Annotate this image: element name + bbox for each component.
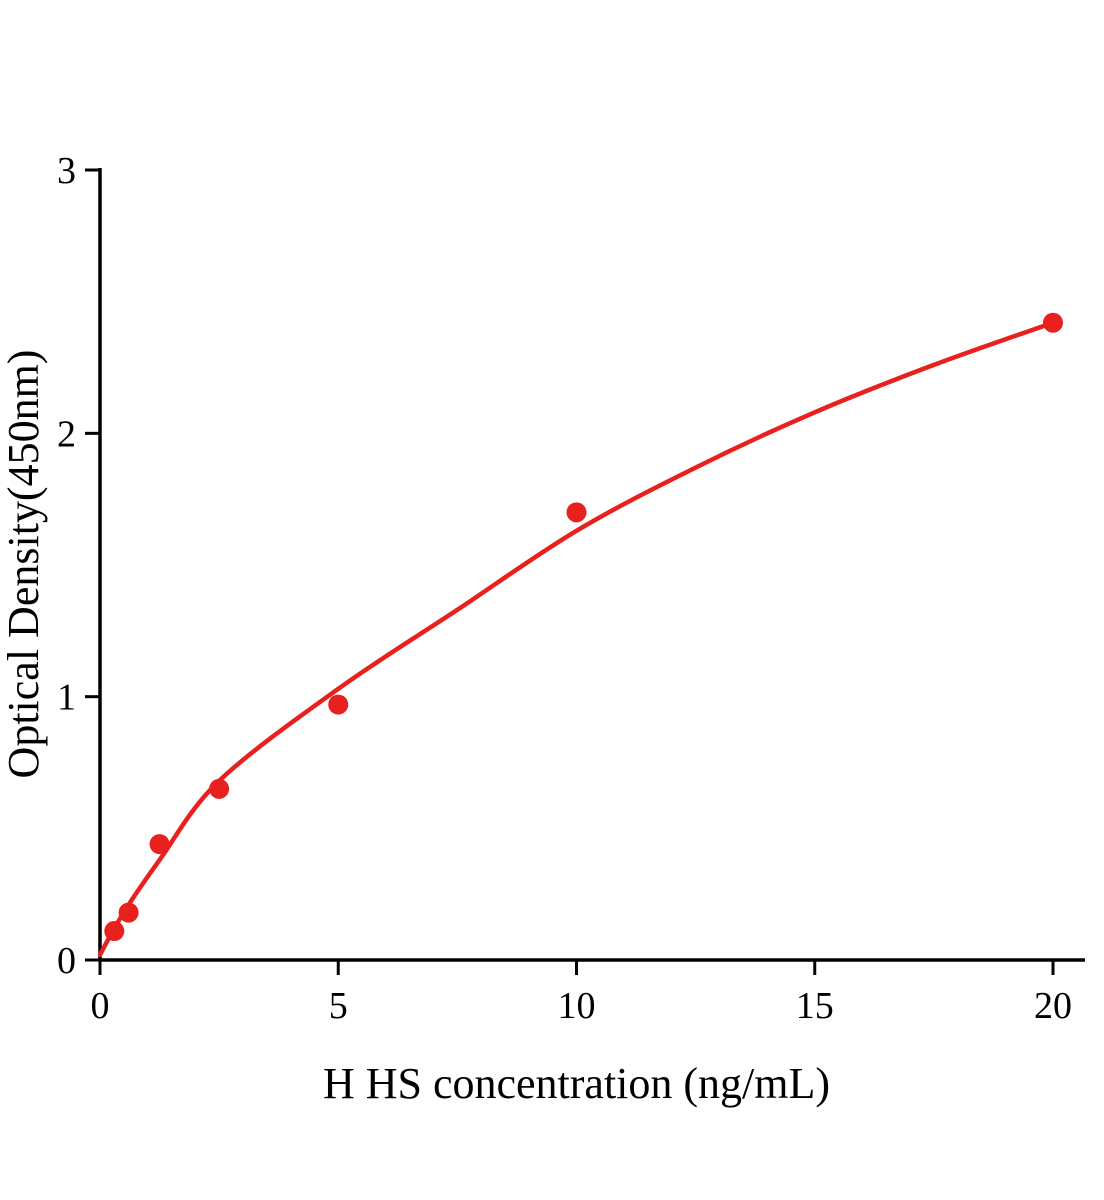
tick-labels: 0 5 10 15 20 0 1 2 3 — [57, 150, 1072, 1027]
data-point — [1043, 312, 1063, 333]
x-tick-label: 20 — [1034, 985, 1072, 1027]
data-point — [328, 694, 349, 715]
data-point — [118, 902, 139, 923]
data-point — [149, 834, 170, 855]
x-tick-label: 5 — [329, 985, 348, 1027]
x-axis-label: H HS concentration (ng/mL) — [323, 1059, 830, 1108]
data-point — [209, 778, 230, 799]
x-tick-label: 10 — [558, 985, 596, 1027]
y-tick-label: 2 — [57, 413, 76, 455]
data-point — [104, 921, 125, 942]
x-tick-label: 15 — [796, 985, 834, 1027]
fit-curve — [97, 320, 1056, 957]
y-tick-label: 0 — [57, 940, 76, 982]
y-axis-label: Optical Density(450nm) — [0, 350, 48, 779]
data-points — [104, 312, 1063, 942]
data-point — [566, 502, 587, 523]
tick-marks — [85, 168, 1055, 975]
axes — [98, 168, 1085, 962]
x-tick-label: 0 — [91, 985, 110, 1027]
y-tick-label: 1 — [57, 677, 76, 719]
y-tick-label: 3 — [57, 150, 76, 192]
